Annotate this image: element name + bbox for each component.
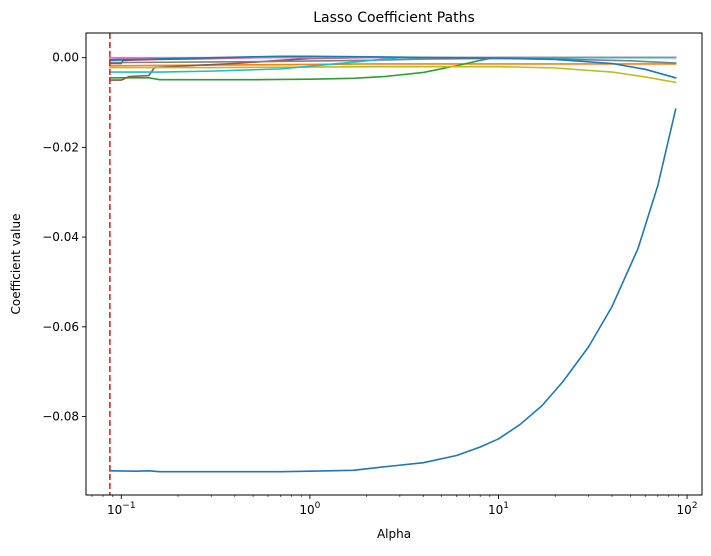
chart-title: Lasso Coefficient Paths [313, 10, 475, 26]
y-axis: 0.00 −0.02 −0.04 −0.06 −0.08 [42, 51, 86, 424]
x-tick-label-exponent: 1 [503, 501, 509, 511]
x-axis: 10−1 100 101 102 [91, 495, 698, 517]
series-layer [109, 55, 677, 473]
x-tick-label-base: 10 [677, 503, 692, 517]
x-tick-label-exponent: 2 [692, 501, 698, 511]
y-tick-label: 0.00 [52, 51, 79, 65]
x-tick-label-base: 10 [488, 503, 503, 517]
y-tick-label: −0.06 [42, 320, 79, 334]
x-tick-label: 102 [677, 501, 698, 517]
series-line-1 [109, 108, 677, 473]
x-tick-label: 101 [488, 501, 509, 517]
x-tick-label-base: 10 [107, 503, 122, 517]
x-tick-label-base: 10 [299, 503, 314, 517]
series-line-8 [109, 57, 677, 64]
x-tick-label: 10−1 [107, 501, 136, 517]
series-line-10 [109, 56, 677, 73]
x-tick-label: 100 [299, 501, 320, 517]
y-tick-label: −0.08 [42, 410, 79, 424]
y-tick-label: −0.02 [42, 140, 79, 154]
plot-frame [85, 32, 703, 496]
y-axis-label: Coefficient value [9, 214, 23, 315]
x-tick-label-exponent: 0 [315, 501, 321, 511]
series-line-9 [109, 65, 677, 84]
x-axis-label: Alpha [377, 527, 411, 541]
y-tick-label: −0.04 [42, 230, 79, 244]
x-tick-label-exponent: −1 [122, 501, 135, 511]
series-line-11 [109, 55, 677, 79]
